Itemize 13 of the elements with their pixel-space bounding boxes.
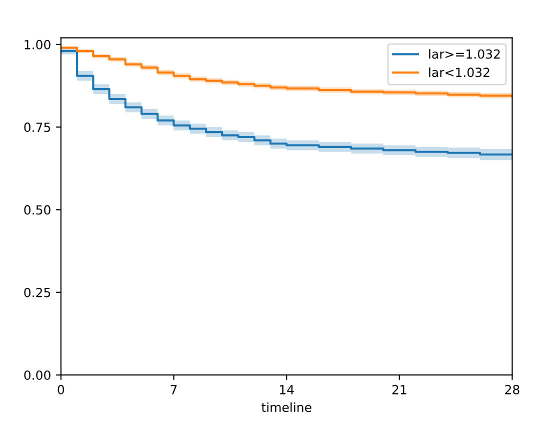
x-axis-title: timeline — [262, 402, 312, 412]
legend-label: lar>=1.032 — [429, 49, 500, 59]
y-tick-label: 0.25 — [24, 288, 50, 298]
y-tick-label: 0.75 — [24, 122, 50, 132]
x-tick-label: 14 — [280, 385, 294, 394]
y-tick-label: 1.00 — [24, 40, 50, 50]
x-tick-label: 7 — [170, 385, 177, 394]
x-tick-label: 28 — [505, 384, 520, 394]
y-tick-label: 0.00 — [24, 370, 50, 380]
x-tick-label: 0 — [58, 384, 64, 394]
x-tick-label: 21 — [392, 384, 406, 394]
y-tick-label: 0.50 — [24, 205, 50, 215]
legend-label: lar<1.032 — [429, 67, 490, 78]
